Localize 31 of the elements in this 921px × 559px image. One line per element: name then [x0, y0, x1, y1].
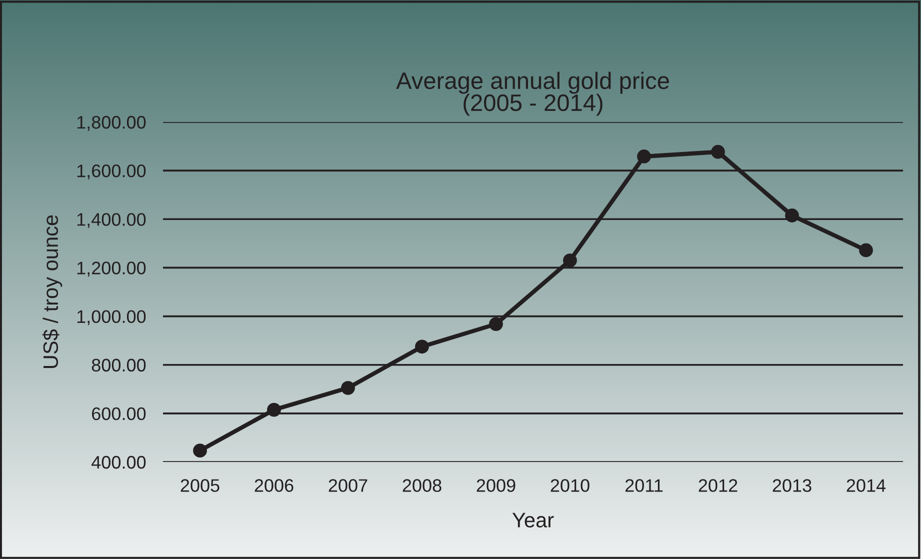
chart-title: Average annual gold price (2005 - 2014) [396, 72, 669, 116]
point [341, 380, 355, 395]
point [637, 150, 651, 164]
y-tick-label: 400.00 [92, 456, 146, 469]
point [859, 243, 873, 258]
x-tick-label: 2014 [846, 479, 886, 492]
x-tick-label: 2012 [698, 479, 738, 492]
y-tick-label: 1,000.00 [77, 310, 146, 326]
x-tick-label: 2008 [402, 479, 442, 492]
point [267, 402, 281, 417]
y-axis-title: US$ / troy ounce [42, 215, 62, 368]
y-tick-label: 1,600.00 [77, 164, 146, 180]
y-tick-label: 1,800.00 [77, 116, 146, 131]
point [785, 208, 799, 222]
point [193, 444, 207, 458]
y-tick-label: 800.00 [92, 358, 146, 372]
point [415, 340, 429, 354]
y-tick-label: 1,200.00 [77, 262, 146, 277]
point [563, 253, 577, 268]
x-tick-label: 2006 [254, 479, 294, 492]
x-axis-title: Year [512, 512, 554, 528]
x-tick-label: 2005 [180, 479, 220, 492]
x-tick-label: 2013 [772, 479, 812, 492]
x-tick-label: 2011 [625, 479, 663, 492]
x-tick-label: 2010 [550, 479, 590, 492]
y-tick-label: 1,400.00 [77, 213, 146, 228]
point [711, 144, 725, 159]
point [489, 317, 503, 331]
x-tick-label: 2007 [328, 479, 368, 492]
x-tick-label: 2009 [476, 479, 516, 492]
y-tick-label: 600.00 [92, 407, 146, 420]
